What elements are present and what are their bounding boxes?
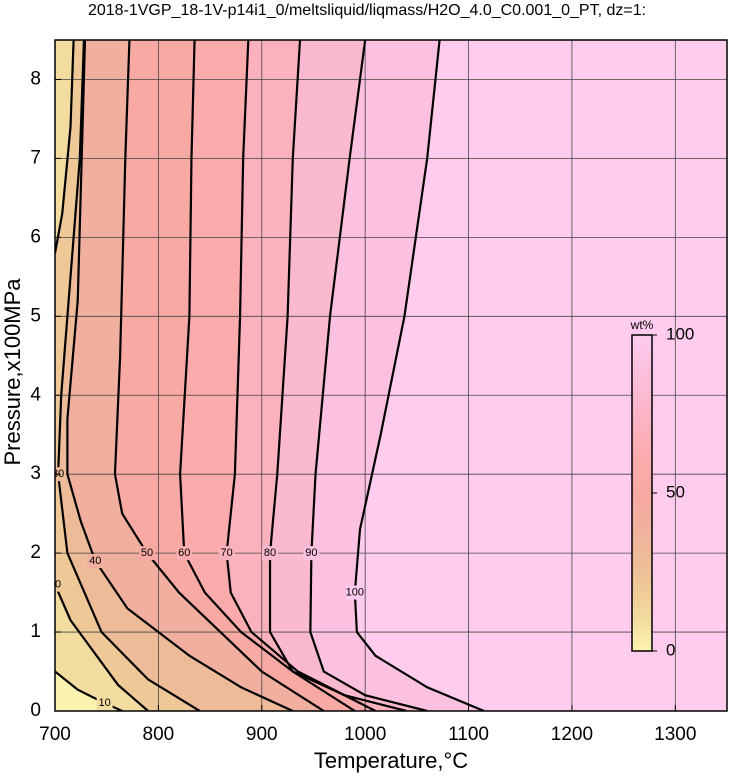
- colorbar-label: wt%: [630, 318, 654, 332]
- y-tick-label: 3: [30, 463, 41, 484]
- y-tick-label: 4: [30, 384, 41, 405]
- x-tick-label: 1100: [448, 724, 489, 745]
- contour-label: 20: [49, 579, 61, 591]
- x-tick-label: 700: [39, 724, 71, 745]
- y-tick-label: 2: [30, 542, 41, 563]
- contour-label: 70: [220, 547, 232, 559]
- colorbar: [631, 334, 653, 652]
- colorbar-tick-label: 100: [666, 324, 694, 343]
- contour-label-bg: [96, 696, 113, 711]
- contour-label-bg: [139, 546, 156, 561]
- x-tick-label: 1300: [654, 724, 696, 745]
- y-tick-label: 8: [30, 68, 41, 89]
- chart-title: 2018-1VGP_18-1V-p14i1_0/meltsliquid/liqm…: [88, 2, 646, 19]
- colorbar-tick-label: 0: [666, 640, 675, 659]
- y-tick-label: 1: [30, 621, 41, 642]
- y-tick-label: 7: [30, 147, 41, 168]
- contour-line: [353, 40, 485, 711]
- contour-line: [113, 40, 325, 711]
- contour-label: 80: [264, 547, 276, 559]
- contour-label-bg: [55, 577, 63, 592]
- x-axis-label: Temperature,°C: [314, 748, 468, 773]
- y-tick-label: 5: [30, 305, 41, 326]
- contour-label-bg: [303, 546, 320, 561]
- contour-line: [66, 40, 294, 711]
- x-tick-label: 900: [246, 724, 278, 745]
- x-tick-label: 800: [143, 724, 175, 745]
- contour-label-bg: [87, 554, 104, 569]
- contour-label: 60: [178, 547, 190, 559]
- contour-label-bg: [346, 585, 363, 600]
- contour-label-bg: [176, 546, 193, 561]
- contour-label-bg: [218, 546, 235, 561]
- x-tick-label: 1000: [344, 724, 386, 745]
- contour-label: 100: [346, 586, 364, 598]
- colorbar-tick-label: 50: [666, 482, 685, 501]
- x-tick-label: 1200: [551, 724, 593, 745]
- y-tick-label: 6: [30, 226, 41, 247]
- contour-label: 10: [98, 697, 110, 709]
- plot-frame: [54, 39, 728, 712]
- contour-label: 50: [141, 547, 153, 559]
- contour-line: [55, 40, 149, 711]
- contour-label-bg: [262, 546, 279, 561]
- contour-label: 90: [305, 547, 317, 559]
- y-tick-label: 0: [30, 700, 41, 721]
- contour-line: [55, 670, 123, 711]
- y-axis-label: Pressure,x100MPa: [0, 278, 25, 466]
- contour-label: 40: [89, 555, 101, 567]
